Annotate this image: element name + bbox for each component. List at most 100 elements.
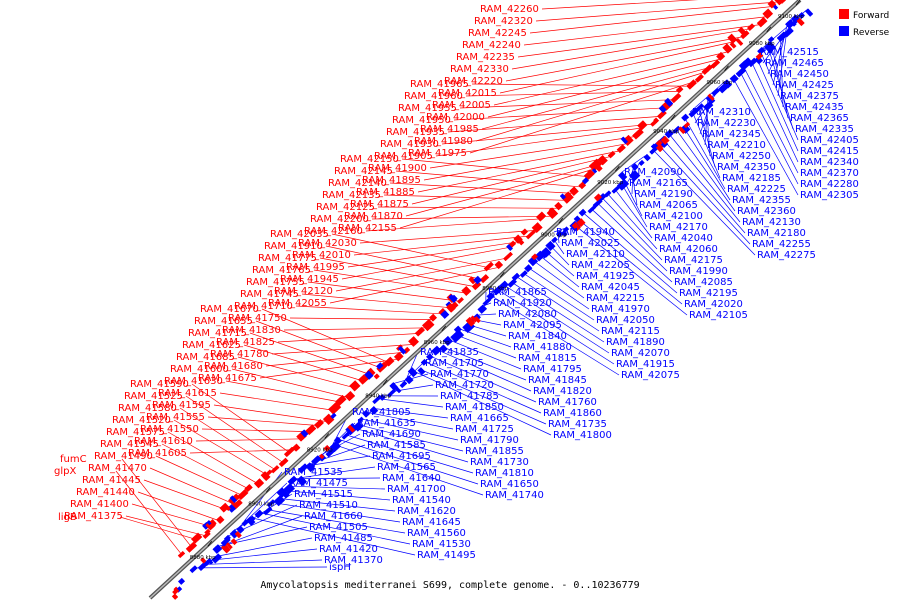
forward-gene-label[interactable]: RAM_42035 <box>270 229 329 240</box>
reverse-gene-label[interactable]: RAM_41865 <box>488 287 547 298</box>
forward-gene-label[interactable]: RAM_41680 <box>204 361 263 372</box>
forward-gene-label[interactable]: glpX <box>54 466 76 477</box>
forward-gene-label[interactable]: RAM_42155 <box>338 223 397 234</box>
reverse-gene-label[interactable]: RAM_42225 <box>727 184 786 195</box>
reverse-gene-label[interactable]: RAM_41495 <box>417 550 476 561</box>
forward-gene-label[interactable]: RAM_41930 <box>380 139 439 150</box>
reverse-gene-label[interactable]: RAM_42370 <box>800 168 859 179</box>
forward-gene-label[interactable]: RAM_41440 <box>76 487 135 498</box>
reverse-gene-label[interactable]: RAM_42250 <box>712 151 771 162</box>
reverse-gene-label[interactable]: RAM_42215 <box>586 293 645 304</box>
forward-gene-label[interactable]: RAM_41885 <box>356 187 415 198</box>
reverse-gene-label[interactable]: RAM_41690 <box>362 429 421 440</box>
forward-gene-label[interactable]: RAM_41965 <box>410 79 469 90</box>
reverse-gene-label[interactable]: RAM_41740 <box>485 490 544 501</box>
reverse-gene-label[interactable]: RAM_42195 <box>679 288 738 299</box>
reverse-gene-label[interactable]: RAM_41620 <box>397 506 456 517</box>
forward-gene-label[interactable]: RAM_42320 <box>474 16 533 27</box>
forward-gene-label[interactable]: RAM_41685 <box>176 352 235 363</box>
forward-gene-label[interactable]: RAM_42150 <box>340 154 399 165</box>
reverse-gene-label[interactable]: RAM_41925 <box>576 271 635 282</box>
reverse-gene-label[interactable]: RAM_41835 <box>420 347 479 358</box>
forward-gene-label[interactable]: RAM_41615 <box>158 388 217 399</box>
reverse-gene-label[interactable]: ispH <box>329 562 351 573</box>
forward-gene-label[interactable]: RAM_42140 <box>328 178 387 189</box>
reverse-gene-label[interactable]: RAM_42375 <box>780 91 839 102</box>
reverse-gene-label[interactable]: RAM_42040 <box>654 233 713 244</box>
gene-labels[interactable]: RAM_42260RAM_42320RAM_42245RAM_42240RAM_… <box>54 4 859 573</box>
reverse-gene-label[interactable]: RAM_42465 <box>765 58 824 69</box>
forward-gene-label[interactable]: RAM_42240 <box>462 40 521 51</box>
forward-gene-label[interactable]: RAM_41580 <box>118 403 177 414</box>
reverse-gene-label[interactable]: RAM_41810 <box>475 468 534 479</box>
forward-gene-label[interactable]: RAM_41980 <box>414 136 473 147</box>
reverse-gene-label[interactable]: RAM_42340 <box>800 157 859 168</box>
forward-gene-label[interactable]: RAM_42245 <box>468 28 527 39</box>
forward-gene-label[interactable]: RAM_41775 <box>258 253 317 264</box>
reverse-gene-label[interactable]: RAM_41665 <box>450 413 509 424</box>
forward-gene-label[interactable]: RAM_42030 <box>298 238 357 249</box>
reverse-gene-label[interactable]: RAM_41585 <box>367 440 426 451</box>
forward-gene-label[interactable]: RAM_42120 <box>274 286 333 297</box>
forward-gene-label[interactable]: RAM_41710 <box>234 301 293 312</box>
forward-gene-label[interactable]: RAM_41870 <box>344 211 403 222</box>
forward-gene-label[interactable]: RAM_41985 <box>420 124 479 135</box>
reverse-gene-label[interactable]: RAM_42065 <box>639 200 698 211</box>
reverse-gene-label[interactable]: RAM_42335 <box>795 124 854 135</box>
forward-gene-label[interactable]: RAM_41945 <box>280 274 339 285</box>
forward-gene-label[interactable]: RAM_42000 <box>426 112 485 123</box>
forward-gene-label[interactable]: RAM_41575 <box>106 427 165 438</box>
forward-gene-label[interactable]: RAM_41445 <box>82 475 141 486</box>
reverse-gene-label[interactable]: RAM_42165 <box>629 178 688 189</box>
reverse-gene-label[interactable]: RAM_41790 <box>460 435 519 446</box>
reverse-gene-label[interactable]: RAM_41510 <box>299 500 358 511</box>
reverse-gene-label[interactable]: RAM_42085 <box>674 277 733 288</box>
forward-gene-label[interactable]: RAM_41490 <box>94 451 153 462</box>
forward-gene-label[interactable]: RAM_41670 <box>200 304 259 315</box>
reverse-gene-label[interactable]: RAM_42350 <box>717 162 776 173</box>
forward-gene-label[interactable]: RAM_41610 <box>134 436 193 447</box>
reverse-gene-label[interactable]: RAM_41940 <box>556 227 615 238</box>
forward-gene-label[interactable]: RAM_41595 <box>152 400 211 411</box>
forward-gene-label[interactable]: RAM_41960 <box>404 91 463 102</box>
forward-gene-label[interactable]: RAM_42055 <box>268 298 327 309</box>
forward-gene-label[interactable]: RAM_41955 <box>398 103 457 114</box>
reverse-gene-label[interactable]: RAM_42180 <box>747 228 806 239</box>
reverse-gene-label[interactable]: RAM_41860 <box>543 408 602 419</box>
reverse-gene-label[interactable]: RAM_42360 <box>737 206 796 217</box>
forward-gene-label[interactable]: RAM_41950 <box>392 115 451 126</box>
reverse-gene-label[interactable]: RAM_42345 <box>702 129 761 140</box>
reverse-gene-label[interactable]: RAM_41730 <box>470 457 529 468</box>
reverse-gene-label[interactable]: RAM_42060 <box>659 244 718 255</box>
forward-gene-label[interactable]: RAM_42015 <box>438 88 497 99</box>
forward-gene-label[interactable]: RAM_41600 <box>170 364 229 375</box>
reverse-gene-label[interactable]: RAM_41660 <box>304 511 363 522</box>
reverse-gene-label[interactable]: RAM_42075 <box>621 370 680 381</box>
forward-gene-label[interactable]: RAM_42330 <box>450 64 509 75</box>
reverse-gene-label[interactable]: RAM_42435 <box>785 102 844 113</box>
reverse-gene-label[interactable]: RAM_42175 <box>664 255 723 266</box>
forward-gene-label[interactable]: RAM_42010 <box>292 250 351 261</box>
forward-gene-label[interactable]: RAM_42235 <box>456 52 515 63</box>
forward-gene-label[interactable]: RAM_41750 <box>228 313 287 324</box>
reverse-gene-label[interactable]: RAM_42020 <box>684 299 743 310</box>
reverse-gene-label[interactable]: RAM_42105 <box>689 310 748 321</box>
reverse-gene-label[interactable]: RAM_42100 <box>644 211 703 222</box>
forward-gene-label[interactable]: RAM_41625 <box>182 340 241 351</box>
forward-gene-label[interactable]: RAM_41550 <box>140 424 199 435</box>
reverse-gene-label[interactable]: RAM_41735 <box>548 419 607 430</box>
reverse-gene-label[interactable]: RAM_41725 <box>455 424 514 435</box>
forward-gene-label[interactable]: RAM_41590 <box>130 379 189 390</box>
reverse-gene-label[interactable]: RAM_42310 <box>692 107 751 118</box>
forward-gene-label[interactable]: RAM_41995 <box>286 262 345 273</box>
reverse-gene-label[interactable]: RAM_41920 <box>493 298 552 309</box>
reverse-gene-label[interactable]: RAM_41805 <box>352 407 411 418</box>
forward-gene-label[interactable]: RAM_41895 <box>362 175 421 186</box>
forward-gene-label[interactable]: RAM_42260 <box>480 4 539 15</box>
reverse-gene-label[interactable]: RAM_41785 <box>440 391 499 402</box>
reverse-gene-label[interactable]: RAM_41650 <box>480 479 539 490</box>
reverse-gene-label[interactable]: RAM_42355 <box>732 195 791 206</box>
reverse-gene-label[interactable]: RAM_41485 <box>314 533 373 544</box>
forward-gene-label[interactable]: RAM_41825 <box>216 337 275 348</box>
reverse-gene-label[interactable]: RAM_41695 <box>372 451 431 462</box>
